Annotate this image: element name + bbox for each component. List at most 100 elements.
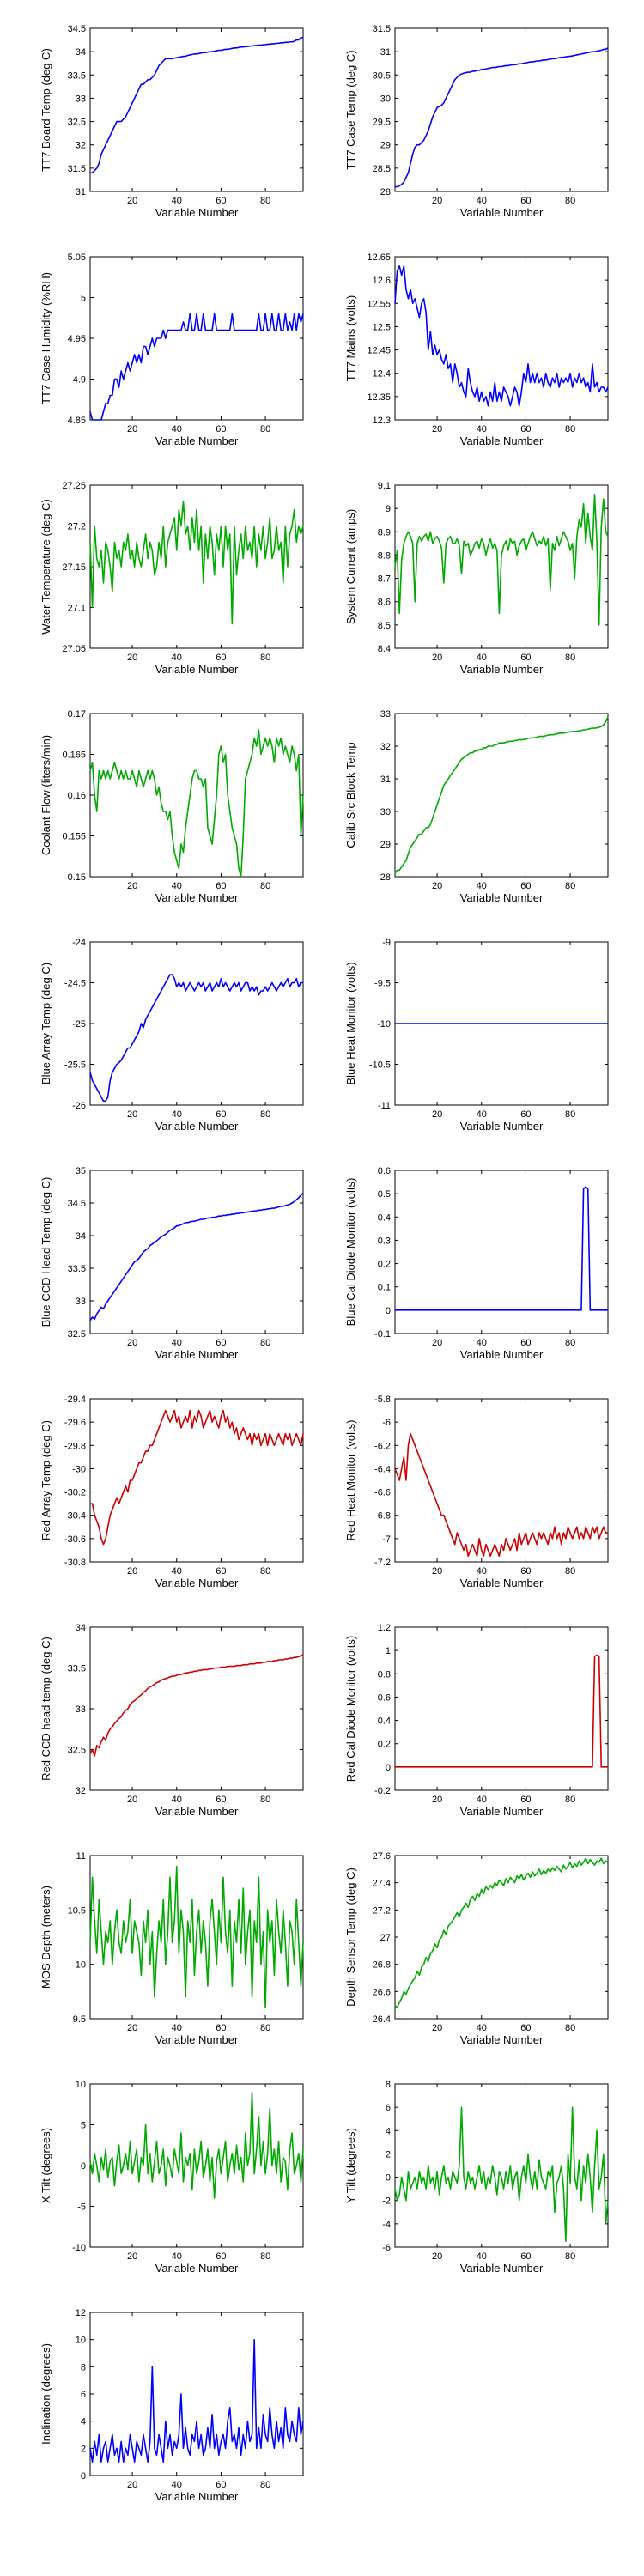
- axes-box: [89, 2083, 304, 2248]
- y-tick-label: 1.2: [378, 1623, 391, 1633]
- subplot-16: -0.2 0 0.2 0.4 0.6 0.8 1 1.2 20 40 60 80 Variable Nu…: [344, 1623, 609, 1818]
- y-tick-label: -5.8: [374, 1394, 391, 1405]
- axes-box: [394, 1855, 609, 2020]
- x-tick-label: 80: [565, 2251, 575, 2262]
- y-tick-label: 8: [81, 2362, 86, 2372]
- subplot-8: 28 29 30 31 32 33 20 40 60 80 Variable Number Calib…: [344, 709, 609, 904]
- series-line: [90, 37, 303, 174]
- y-tick-label: -6.8: [374, 1511, 391, 1522]
- x-tick-label: 60: [520, 2023, 531, 2033]
- y-tick-label: 0: [81, 2471, 86, 2482]
- x-axis-label: Variable Number: [155, 1120, 239, 1133]
- y-tick-label: 12.45: [367, 346, 391, 356]
- x-tick-label: 80: [260, 1566, 270, 1577]
- y-tick-label: 0.155: [62, 832, 86, 842]
- axes-box: [89, 1626, 304, 1791]
- x-tick-label: 60: [216, 1338, 226, 1348]
- y-tick-label: 0: [386, 1763, 391, 1773]
- y-tick-label: 0.4: [378, 1212, 391, 1223]
- subplot-14: -7.2 -7 -6.8 -6.6 -6.4 -6.2 -6 -5.8 20 40 60 80 Vari…: [344, 1394, 609, 1589]
- series-line: [89, 501, 304, 625]
- y-tick-label: 6: [81, 2390, 86, 2400]
- x-tick-label: 40: [172, 2251, 182, 2262]
- x-tick-label: 80: [565, 1109, 575, 1120]
- x-tick-label: 40: [477, 1566, 487, 1577]
- x-tick-label: 40: [477, 1109, 487, 1120]
- x-axis-label: Variable Number: [155, 891, 239, 904]
- y-tick-label: 12.35: [367, 392, 391, 403]
- x-tick-label: 80: [260, 881, 270, 891]
- axes-box: [394, 2083, 609, 2248]
- y-tick-label: -30.8: [64, 1558, 86, 1568]
- x-tick-label: 20: [432, 1795, 442, 1805]
- x-tick-label: 80: [260, 1795, 270, 1805]
- x-axis-label: Variable Number: [460, 2262, 544, 2275]
- y-tick-label: 27.05: [62, 644, 86, 654]
- y-tick-label: -24: [72, 938, 86, 948]
- x-axis-label: Variable Number: [155, 1577, 239, 1589]
- y-tick-label: 27.6: [373, 1851, 391, 1862]
- x-tick-label: 20: [432, 1109, 442, 1120]
- x-tick-label: 60: [520, 881, 531, 891]
- series-line: [89, 2338, 304, 2463]
- axes-box: [89, 1398, 304, 1563]
- x-tick-label: 20: [127, 2023, 137, 2033]
- y-tick-label: -10: [377, 1019, 391, 1030]
- y-tick-label: -30.6: [64, 1534, 86, 1545]
- x-tick-label: 40: [172, 1109, 182, 1120]
- x-tick-label: 80: [260, 2251, 270, 2262]
- series-line: [89, 1654, 304, 1757]
- x-tick-label: 60: [216, 196, 226, 206]
- y-tick-label: -7.2: [374, 1558, 391, 1568]
- y-axis-label: TT7 Case Humidity (%RH): [39, 272, 52, 404]
- x-tick-label: 40: [477, 424, 487, 434]
- subplot-18: 26.4 26.6 26.8 27 27.2 27.4 27.6 20 40 60 80 Variab…: [344, 1851, 609, 2046]
- y-tick-label: -6: [382, 1418, 391, 1428]
- y-tick-label: -6.6: [374, 1488, 391, 1498]
- x-tick-label: 60: [216, 2251, 226, 2262]
- axes-box: [394, 713, 609, 878]
- x-tick-label: 60: [216, 881, 226, 891]
- y-axis-label: Inclination (degrees): [39, 2343, 52, 2445]
- y-tick-label: 8.4: [378, 644, 391, 654]
- y-tick-label: 12.4: [373, 369, 391, 380]
- y-tick-label: -11: [378, 1101, 391, 1111]
- x-axis-label: Variable Number: [155, 206, 239, 219]
- y-tick-label: -2: [382, 2196, 391, 2207]
- y-tick-label: 33: [76, 1297, 86, 1307]
- y-tick-label: 29: [380, 840, 391, 850]
- x-tick-label: 40: [477, 1795, 487, 1805]
- series-line: [394, 2106, 609, 2243]
- x-tick-label: 40: [477, 1338, 487, 1348]
- y-axis-label: Blue Cal Diode Monitor (volts): [344, 1178, 357, 1327]
- x-tick-label: 20: [127, 881, 137, 891]
- axes-box: [89, 941, 304, 1106]
- series-line: [395, 1186, 608, 1311]
- y-tick-label: 4.85: [68, 416, 86, 426]
- y-tick-label: 4: [81, 2417, 86, 2427]
- series-line: [394, 716, 609, 874]
- y-tick-label: 0.17: [68, 709, 86, 720]
- subplot-7: 0.15 0.155 0.16 0.165 0.17 20 40 60 80 Variable N…: [39, 709, 304, 904]
- y-tick-label: -25.5: [64, 1060, 86, 1071]
- subplot-3: 4.85 4.9 4.95 5 5.05 20 40 60 80 Variable Number T…: [39, 252, 304, 447]
- series-line: [395, 47, 609, 188]
- y-axis-label: Water Temperature (deg C): [39, 499, 52, 635]
- y-tick-label: 0.2: [378, 1260, 391, 1270]
- x-tick-label: 20: [127, 1795, 137, 1805]
- y-tick-label: 4.9: [73, 375, 86, 386]
- y-tick-label: 34.5: [68, 24, 86, 34]
- x-tick-label: 60: [520, 1566, 531, 1577]
- x-tick-label: 40: [172, 881, 182, 891]
- series-line: [395, 1654, 608, 1768]
- y-axis-label: Blue Heat Monitor (volts): [344, 962, 357, 1084]
- x-tick-label: 20: [127, 424, 137, 434]
- y-tick-label: -30: [72, 1464, 86, 1474]
- x-axis-label: Variable Number: [460, 1120, 544, 1133]
- x-tick-label: 60: [520, 424, 531, 434]
- y-tick-label: 29: [380, 141, 391, 151]
- y-tick-label: 8.8: [378, 550, 391, 561]
- subplot-6: 8.4 8.5 8.6 8.7 8.8 8.9 9 9.1 20 40 60 80 Variable N…: [344, 481, 609, 676]
- subplot-1: 31 31.5 32 32.5 33 33.5 34 34.5 20 40 60 80 Variable…: [39, 24, 304, 219]
- y-tick-label: -6: [382, 2243, 391, 2253]
